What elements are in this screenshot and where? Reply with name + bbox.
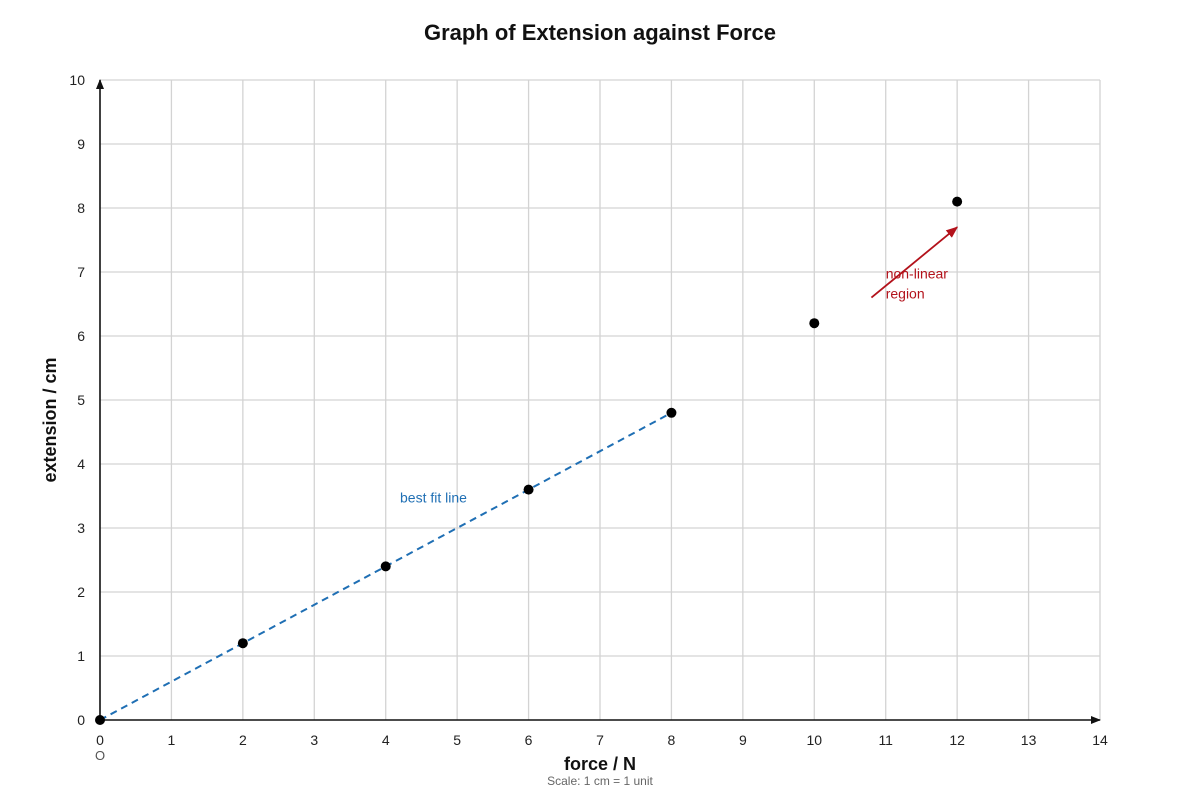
y-tick-labels: 0 1 2 3 4 5 6 7 8 9 10 (69, 72, 85, 728)
y-tick-label: 4 (77, 456, 85, 472)
y-tick-label: 0 (77, 712, 85, 728)
x-tick-labels: 0 1 2 3 4 5 6 7 8 9 10 11 12 13 14 (96, 732, 1108, 748)
data-point (523, 484, 534, 495)
x-tick-label: 6 (525, 732, 533, 748)
x-tick-label: 9 (739, 732, 747, 748)
x-tick-label: 2 (239, 732, 247, 748)
x-tick-label: 10 (806, 732, 822, 748)
y-tick-label: 3 (77, 520, 85, 536)
axes (96, 79, 1101, 724)
non-linear-label: region (886, 285, 925, 301)
data-point (666, 407, 677, 418)
x-tick-label: 12 (949, 732, 965, 748)
data-point (95, 715, 105, 725)
y-tick-label: 5 (77, 392, 85, 408)
y-tick-label: 9 (77, 136, 85, 152)
non-linear-label: non-linear (886, 265, 949, 281)
y-tick-label: 8 (77, 200, 85, 216)
non-linear-arrow (870, 226, 959, 299)
origin-label: O (95, 748, 105, 763)
data-point (380, 561, 391, 572)
x-tick-label: 14 (1092, 732, 1108, 748)
x-tick-label: 7 (596, 732, 604, 748)
y-axis-label: extension / cm (40, 357, 60, 482)
y-tick-label: 2 (77, 584, 85, 600)
best-fit-label: best fit line (400, 489, 467, 505)
annotations: non-linear region (870, 226, 959, 301)
data-point (952, 196, 963, 207)
x-tick-label: 4 (382, 732, 390, 748)
x-tick-label: 8 (668, 732, 676, 748)
chart-title: Graph of Extension against Force (424, 20, 776, 45)
x-tick-label: 13 (1021, 732, 1037, 748)
y-tick-label: 6 (77, 328, 85, 344)
scale-note: Scale: 1 cm = 1 unit (547, 774, 653, 788)
x-tick-label: 5 (453, 732, 461, 748)
data-points (95, 196, 963, 725)
x-tick-label: 1 (168, 732, 176, 748)
x-tick-label: 3 (310, 732, 318, 748)
x-axis-label: force / N (564, 754, 636, 774)
y-tick-label: 7 (77, 264, 85, 280)
data-point (809, 318, 820, 329)
x-tick-label: 11 (878, 732, 893, 748)
y-tick-label: 10 (69, 72, 85, 88)
grid (100, 79, 1101, 720)
x-tick-label: 0 (96, 732, 104, 748)
data-point (237, 638, 248, 649)
y-tick-label: 1 (77, 648, 85, 664)
